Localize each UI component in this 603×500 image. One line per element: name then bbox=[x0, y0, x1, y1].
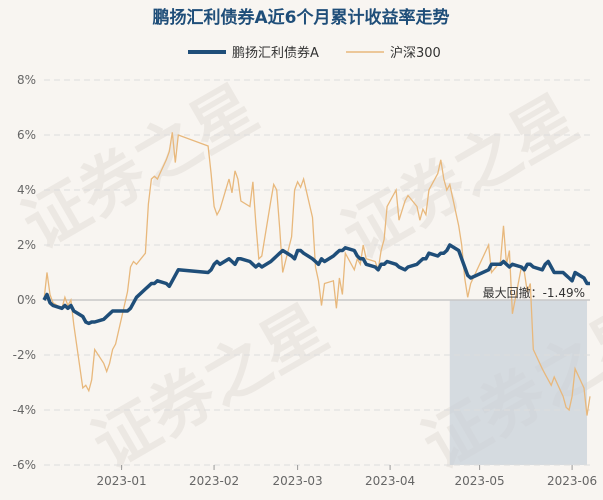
watermark-text: 证券之星 bbox=[11, 72, 270, 264]
x-tick-label: 2023-02 bbox=[189, 474, 239, 488]
x-tick-label: 2023-05 bbox=[455, 474, 505, 488]
y-tick-label: -6% bbox=[13, 458, 36, 472]
x-axis-ticks: 2023-01 2023-02 2023-03 2023-04 2023-05 2023-… bbox=[97, 465, 597, 488]
x-tick-label: 2023-01 bbox=[97, 474, 147, 488]
legend: 鹏扬汇利债券A 沪深300 bbox=[188, 45, 441, 61]
y-tick-label: 0% bbox=[17, 293, 36, 307]
y-tick-label: 4% bbox=[17, 183, 36, 197]
y-tick-label: 8% bbox=[17, 73, 36, 87]
chart-title: 鹏扬汇利债券A近6个月累计收益率走势 bbox=[153, 7, 450, 28]
y-axis-ticks: 8% 6% 4% 2% 0% -2% -4% -6% bbox=[13, 73, 36, 472]
x-tick-label: 2023-03 bbox=[273, 474, 323, 488]
y-tick-label: -2% bbox=[13, 348, 36, 362]
y-tick-label: 2% bbox=[17, 238, 36, 252]
series-line-fund bbox=[42, 243, 590, 326]
y-tick-label: 6% bbox=[17, 128, 36, 142]
max-drawdown-area bbox=[449, 300, 588, 465]
y-tick-label: -4% bbox=[13, 403, 36, 417]
x-tick-label: 2023-04 bbox=[365, 474, 415, 488]
series-line-hs300 bbox=[43, 132, 591, 416]
watermark-text: 证券之星 bbox=[81, 292, 340, 484]
legend-label-index: 沪深300 bbox=[390, 45, 441, 61]
x-tick-label: 2023-06 bbox=[547, 474, 597, 488]
max-drawdown-label: 最大回撤：-1.49% bbox=[483, 285, 585, 300]
legend-label-fund: 鹏扬汇利债券A bbox=[232, 45, 319, 61]
